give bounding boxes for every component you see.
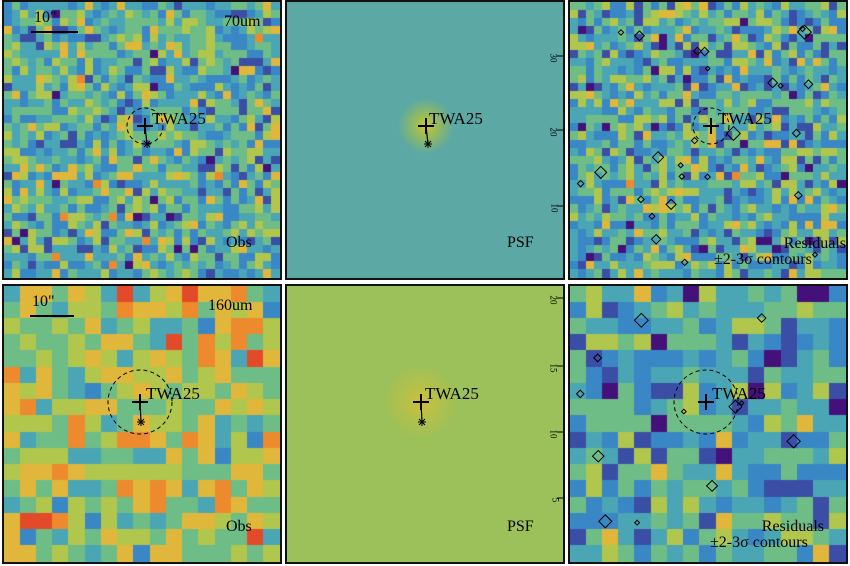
tick-label: 15 [548, 363, 559, 373]
residual-contour [633, 312, 649, 328]
residual-contour [756, 313, 767, 323]
contours-label: ±2-3σ contours [710, 534, 808, 551]
obs-image-160um [4, 286, 280, 562]
residual-contour [633, 519, 641, 526]
source-position-cross [703, 118, 719, 134]
residual-contour [798, 25, 806, 33]
psf-panel-160um: 20 15 10 5 TWA25 PSF [285, 284, 565, 564]
source-position-cross [698, 394, 714, 410]
overlay-obs-70um [31, 31, 164, 148]
psf-panel-70um: 30 20 10 TWA25 PSF [285, 0, 565, 280]
source-label: TWA25 [146, 384, 200, 403]
tick-label: 10 [549, 203, 560, 213]
residual-contour [617, 29, 625, 36]
psf-background-70um [287, 2, 563, 278]
scale-bar-label: 10" [34, 9, 57, 26]
asterisk-marker [137, 418, 145, 426]
residual-contour [728, 399, 743, 414]
residuals-panel-160um: TWA25 Residuals ±2-3σ contours [568, 284, 848, 564]
residual-contour [793, 190, 803, 200]
residual-contour [738, 400, 745, 406]
aperture-circle [673, 369, 739, 435]
asterisk-marker [418, 418, 426, 426]
residuals-label: Residuals [761, 518, 824, 535]
source-label: TWA25 [429, 109, 483, 128]
residual-contour [725, 125, 742, 142]
residual-contour [704, 65, 711, 72]
band-label-70um: 70um [224, 13, 261, 30]
residual-contour [591, 449, 605, 463]
residuals-image-70um [570, 2, 846, 278]
band-label-160um: 160um [208, 297, 253, 314]
source-label: TWA25 [712, 384, 766, 403]
tick-label: 10 [548, 429, 559, 439]
obs-panel-160um: 10" 160um TWA25 Obs [2, 284, 282, 564]
residual-contour [680, 408, 687, 415]
residual-contour [678, 173, 686, 180]
overlay-residuals-70um [576, 24, 819, 267]
overlay-residuals-160um [575, 312, 801, 529]
tick-label: 20 [548, 295, 559, 305]
residual-contour [593, 353, 603, 363]
obs-image-70um [4, 2, 280, 278]
residual-contour [650, 233, 662, 245]
tick-label: 20 [548, 127, 559, 137]
source-label: TWA25 [152, 109, 206, 128]
psf-label: PSF [507, 234, 534, 251]
source-label: TWA25 [425, 384, 479, 403]
aperture-circle [107, 369, 173, 435]
residual-contour [705, 479, 719, 493]
residuals-panel-70um: TWA25 Residuals ±2-3σ contours [568, 0, 848, 280]
residual-contour [692, 46, 702, 56]
residual-contour [704, 173, 711, 181]
residual-contour [665, 198, 677, 211]
residual-contour [690, 136, 699, 145]
overlay-psf-70um [418, 55, 563, 207]
residual-contour [811, 251, 819, 258]
residual-contour [796, 24, 813, 40]
residual-contour [575, 389, 585, 399]
residual-contour [803, 79, 814, 90]
residual-contour [651, 151, 665, 164]
obs-label: Obs [226, 234, 252, 251]
residual-contour [576, 179, 585, 188]
residual-contour [777, 82, 784, 89]
contours-label: ±2-3σ contours [714, 251, 812, 268]
overlay-obs-160um [30, 315, 173, 435]
psf-background-160um [287, 286, 563, 562]
obs-panel-70um: 10" 70um TWA25 Obs [2, 0, 282, 280]
residual-contour [791, 128, 802, 138]
asterisk-marker [143, 140, 151, 148]
source-label: TWA25 [718, 109, 772, 128]
residual-contour [699, 46, 710, 57]
residuals-label: Residuals [783, 235, 846, 252]
tick-label: 30 [548, 53, 559, 63]
residual-contour [637, 195, 645, 204]
residual-contour [594, 165, 608, 180]
obs-label: Obs [226, 518, 252, 535]
residual-contour [648, 212, 656, 220]
aperture-circle [692, 107, 730, 145]
scale-bar-label: 10" [32, 293, 55, 310]
asterisk-marker [424, 140, 432, 148]
psf-label: PSF [507, 518, 534, 535]
residual-contour [598, 514, 613, 529]
tick-label: 5 [550, 497, 561, 503]
residual-contour [680, 258, 689, 267]
residual-contour [786, 433, 801, 449]
residual-contour [633, 30, 646, 42]
residual-contour [767, 77, 779, 89]
overlay-psf-160um [413, 297, 563, 499]
residuals-image-160um [570, 286, 846, 562]
residual-contour [677, 162, 684, 169]
